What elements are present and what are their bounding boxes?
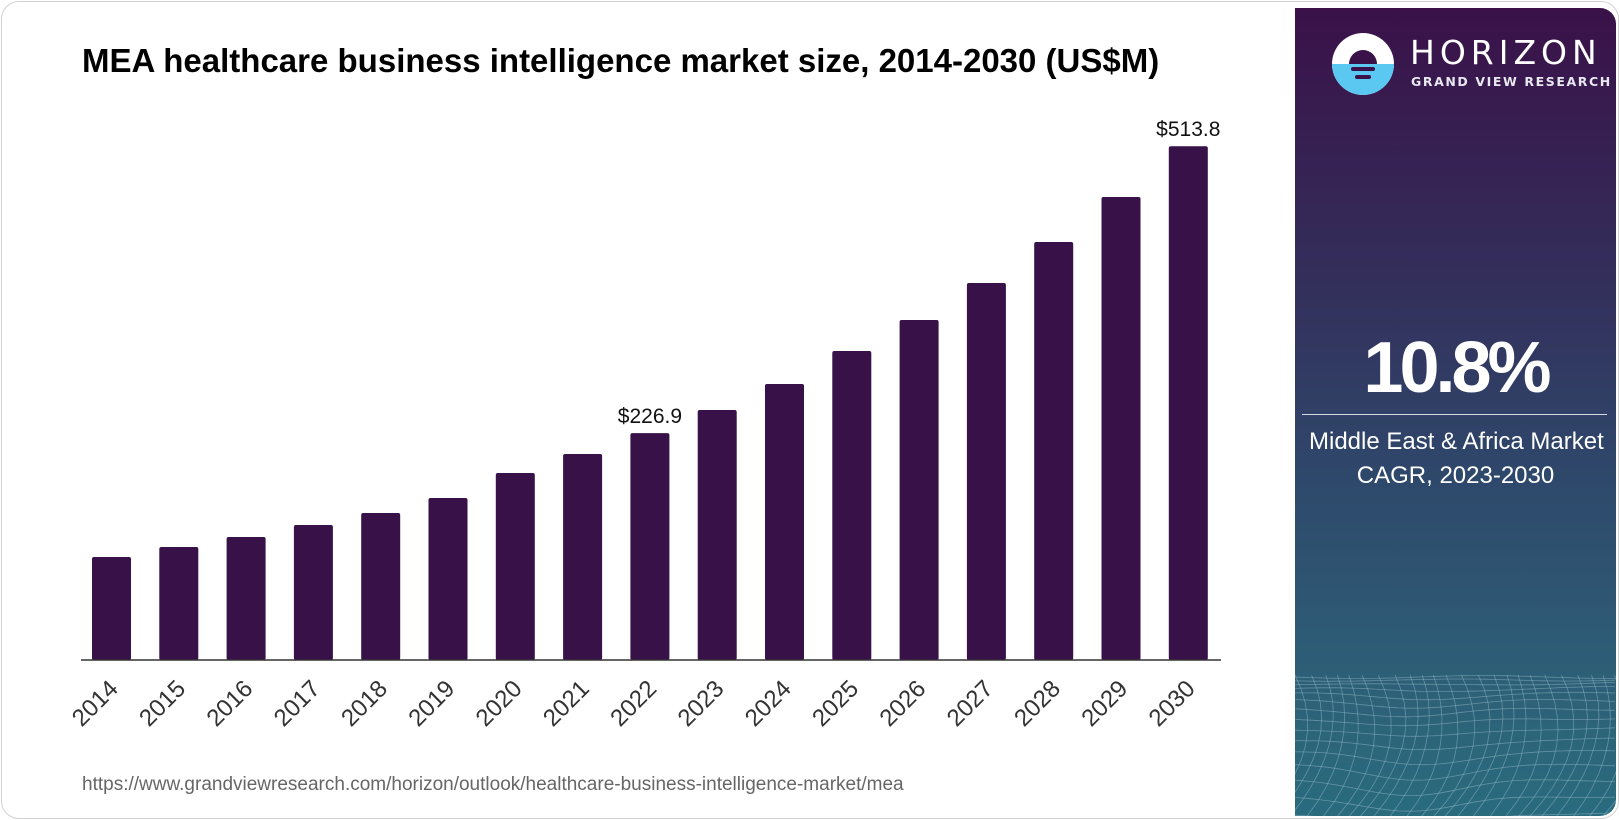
x-tick-label-2020: 2020: [471, 675, 528, 732]
x-tick-label-2029: 2029: [1076, 675, 1133, 732]
bar-2015: [159, 547, 199, 660]
bar-2029: [1101, 197, 1141, 660]
bar-2027: [966, 283, 1006, 660]
x-tick-label-2017: 2017: [269, 675, 326, 732]
bar-2018: [361, 513, 401, 660]
x-tick-labels: 2014 2015 2016 2017 2018 2019 2020 2021 2022 2023…: [67, 675, 1201, 732]
cagr-value: 10.8%: [1363, 328, 1551, 408]
bars-group: [92, 146, 1208, 660]
bar-2022: [630, 433, 670, 660]
divider: [1302, 414, 1607, 415]
source-url[interactable]: https://www.grandviewresearch.com/horizo…: [82, 774, 904, 795]
data-label-2022: $226.9: [618, 405, 682, 428]
decorative-mesh-graphic: [1295, 675, 1616, 816]
bar-2016: [226, 537, 266, 660]
data-labels: $226.9 $513.8: [618, 118, 1221, 428]
cagr-label-period: CAGR, 2023-2030: [1356, 462, 1555, 489]
brand-subtitle: GRAND VIEW RESEARCH: [1411, 74, 1612, 89]
x-tick-label-2018: 2018: [336, 675, 393, 732]
x-tick-label-2026: 2026: [874, 675, 931, 732]
bar-2014: [92, 557, 131, 660]
cagr-label: Middle East & Africa Market CAGR, 2023-2…: [1309, 425, 1616, 493]
bar-2028: [1034, 242, 1074, 660]
brand-name: HORIZON: [1410, 33, 1602, 72]
x-tick-label-2025: 2025: [807, 675, 864, 732]
x-tick-label-2028: 2028: [1009, 675, 1066, 732]
bar-2026: [899, 320, 939, 660]
x-tick-label-2023: 2023: [673, 675, 730, 732]
bar-2024: [765, 384, 804, 660]
x-tick-label-2019: 2019: [403, 675, 460, 732]
chart-title: MEA healthcare business intelligence mar…: [82, 42, 1160, 79]
cagr-label-region: Middle East & Africa Market: [1309, 428, 1604, 455]
x-tick-label-2030: 2030: [1144, 675, 1201, 732]
bar-2025: [832, 351, 872, 660]
bar-2030: [1168, 146, 1208, 660]
bar-2019: [428, 498, 468, 660]
x-tick-label-2027: 2027: [942, 675, 999, 732]
x-tick-label-2021: 2021: [538, 675, 595, 732]
bar-2017: [293, 525, 333, 660]
x-tick-label-2016: 2016: [201, 675, 258, 732]
x-tick-label-2024: 2024: [740, 675, 797, 732]
cagr-panel: HORIZON GRAND VIEW RESEARCH 10.8% Middle…: [1295, 8, 1616, 816]
x-tick-label-2022: 2022: [605, 675, 662, 732]
bar-2023: [697, 410, 737, 660]
bar-chart: 2014 2015 2016 2017 2018 2019 2020 2021 2022 2023…: [67, 118, 1221, 732]
x-tick-label-2015: 2015: [134, 675, 191, 732]
data-label-2030: $513.8: [1156, 118, 1220, 141]
bar-2020: [495, 473, 535, 660]
bar-2021: [563, 454, 603, 660]
horizon-logo-icon: [1332, 33, 1394, 95]
x-tick-label-2014: 2014: [67, 675, 124, 732]
